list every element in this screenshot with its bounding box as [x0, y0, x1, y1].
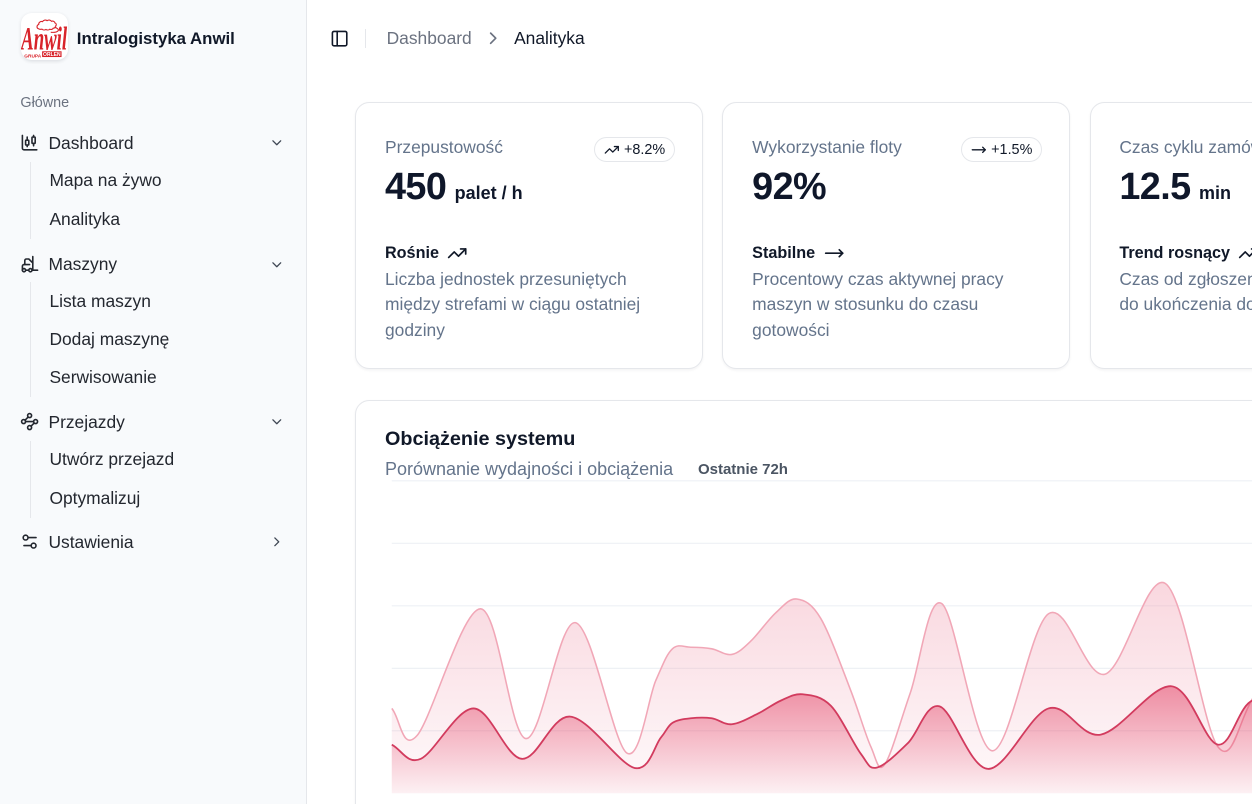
svg-text:GRUPA: GRUPA: [24, 53, 41, 59]
svg-text:Anwil: Anwil: [21, 20, 68, 57]
svg-text:ORLEN: ORLEN: [43, 52, 61, 58]
